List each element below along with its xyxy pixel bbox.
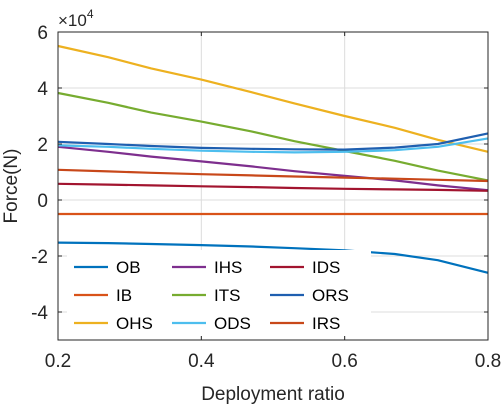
y-tick-label: -2: [31, 247, 48, 268]
x-tick-label: 0.2: [45, 351, 71, 372]
legend-label-ihs: IHS: [214, 258, 242, 277]
x-axis-label: Deployment ratio: [201, 384, 345, 405]
y-multiplier: ×104: [58, 7, 94, 30]
x-tick-label: 0.8: [475, 351, 501, 372]
series-line-ors: [57, 132, 489, 151]
y-tick-label: 2: [37, 135, 48, 156]
y-axis-label: Force(N): [1, 149, 22, 224]
legend-label-ids: IDS: [312, 258, 340, 277]
series-line-ihs: [57, 145, 489, 192]
series-layer: [57, 44, 489, 274]
legend-label-ods: ODS: [214, 314, 251, 333]
series-line-its: [57, 91, 489, 182]
tick-labels: 0.2 0.4 0.6 0.8 -4 -2 0 2 4 6: [31, 23, 501, 372]
y-tick-label: 4: [37, 79, 48, 100]
legend-label-ib: IB: [116, 286, 132, 305]
series-line-ob: [57, 241, 489, 274]
series-line-irs: [57, 168, 489, 183]
series-line-ids: [57, 182, 489, 192]
series-line-ods: [57, 137, 489, 154]
legend-label-irs: IRS: [312, 314, 340, 333]
y-tick-label: 0: [37, 191, 48, 212]
legend-label-ors: ORS: [312, 286, 349, 305]
legend-label-its: ITS: [214, 286, 240, 305]
x-tick-label: 0.6: [331, 351, 357, 372]
y-tick-label: 6: [37, 23, 48, 44]
legend-label-ohs: OHS: [116, 314, 153, 333]
y-multiplier-base: ×10: [58, 11, 87, 30]
legend-box: [67, 250, 371, 336]
series-line-ohs: [57, 44, 489, 153]
axis-ticks: [57, 31, 489, 340]
y-tick-label: -4: [31, 303, 48, 324]
legend-label-ob: OB: [116, 258, 141, 277]
legend: OB IB OHS IHS ITS ODS IDS ORS IRS: [67, 250, 371, 336]
plot-frame: [57, 31, 489, 341]
x-tick-label: 0.4: [188, 351, 215, 372]
y-multiplier-exponent: 4: [87, 7, 94, 21]
